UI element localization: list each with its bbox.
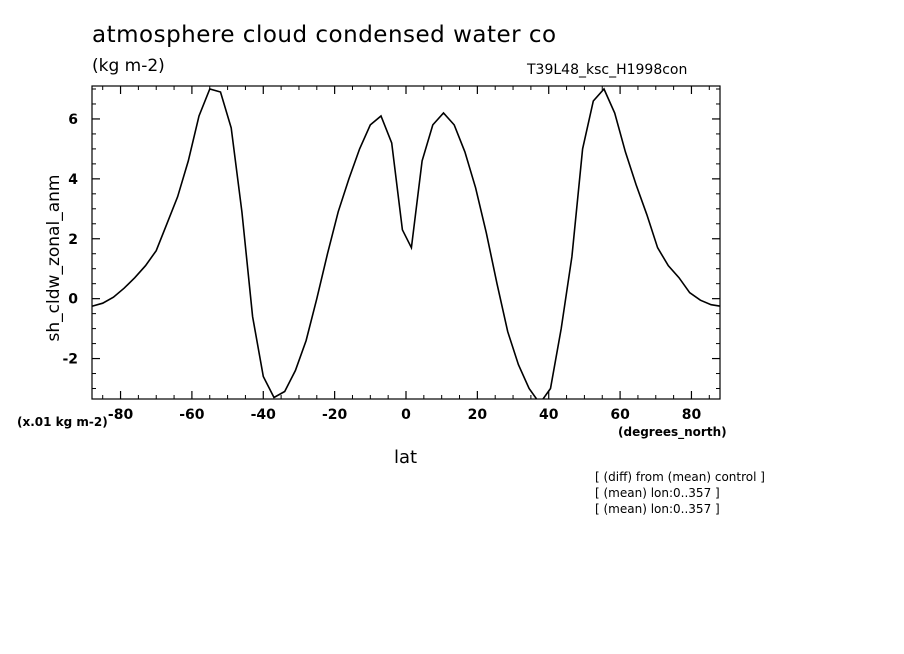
y-scale-note: (x.01 kg m-2) [17, 415, 108, 429]
plot-area [92, 87, 720, 399]
y-tick-label: 0 [68, 292, 78, 308]
y-tick-label: 6 [68, 112, 78, 128]
x-tick-label: -60 [179, 407, 205, 423]
note-line: [ (mean) lon:0..357 ] [595, 486, 720, 500]
x-axis-units: (degrees_north) [618, 425, 727, 439]
y-tick-label: 2 [68, 232, 78, 248]
y-tick-label: -2 [62, 352, 78, 368]
plot-frame [91, 85, 721, 400]
x-tick-label: 0 [401, 407, 411, 423]
run-label: T39L48_ksc_H1998con [527, 62, 688, 78]
x-axis-label: lat [394, 447, 418, 468]
x-tick-label: 80 [682, 407, 702, 423]
series-line [92, 87, 720, 399]
annotation-notes: [ (diff) from (mean) control ] [ (mean) … [595, 469, 765, 517]
note-line: [ (mean) lon:0..357 ] [595, 502, 720, 516]
x-tick-label: 20 [468, 407, 488, 423]
x-tick-label: -80 [108, 407, 134, 423]
x-tick-label: -20 [322, 407, 348, 423]
x-tick-label: 60 [610, 407, 630, 423]
units-label: (kg m-2) [92, 56, 165, 76]
axis-ticks [92, 86, 720, 399]
chart-title: atmosphere cloud condensed water co [92, 22, 557, 48]
x-tick-label: 40 [539, 407, 559, 423]
note-line: [ (diff) from (mean) control ] [595, 470, 765, 484]
x-tick-label: -40 [251, 407, 277, 423]
y-tick-label: 4 [68, 172, 78, 188]
